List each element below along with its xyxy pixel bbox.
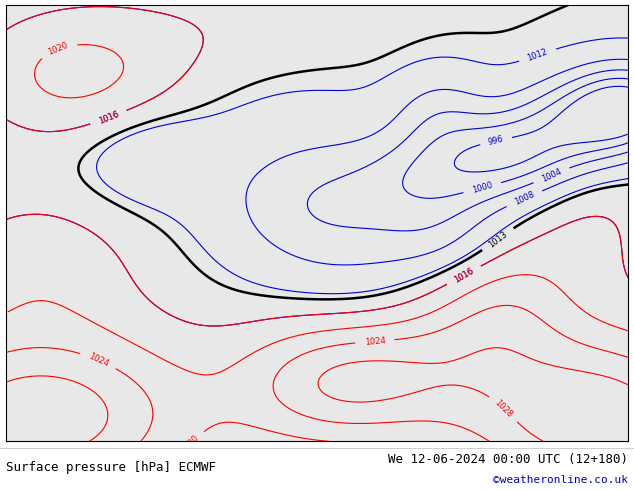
Text: 1016: 1016 [453,266,476,284]
Text: 1016: 1016 [453,266,476,284]
Text: 1024: 1024 [364,336,386,347]
Text: 1020: 1020 [47,41,70,57]
Text: ©weatheronline.co.uk: ©weatheronline.co.uk [493,475,628,485]
Text: 1016: 1016 [97,109,120,125]
Text: 1028: 1028 [15,446,37,458]
Text: 996: 996 [488,135,505,147]
Text: 1013: 1013 [487,229,509,249]
Text: 1016: 1016 [97,109,120,125]
Text: 1028: 1028 [493,398,514,419]
Text: 1020: 1020 [179,434,200,455]
Text: 1004: 1004 [540,167,563,184]
Text: We 12-06-2024 00:00 UTC (12+180): We 12-06-2024 00:00 UTC (12+180) [387,453,628,466]
Text: 1012: 1012 [526,47,549,63]
Text: 1000: 1000 [471,180,494,195]
Text: 1008: 1008 [513,190,536,207]
Text: 1020: 1020 [0,312,2,330]
Text: Surface pressure [hPa] ECMWF: Surface pressure [hPa] ECMWF [6,462,216,474]
Text: 1024: 1024 [87,352,110,368]
